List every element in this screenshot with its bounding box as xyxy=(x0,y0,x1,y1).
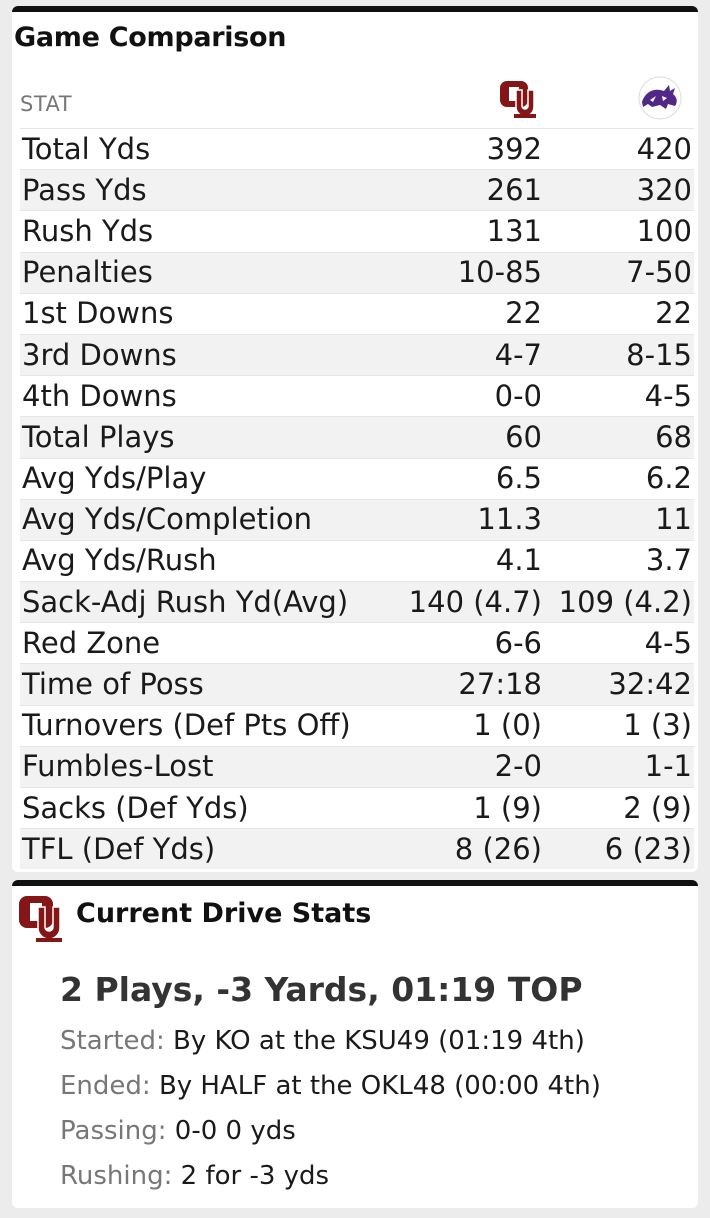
drive-rushing-label: Rushing: xyxy=(60,1161,173,1191)
kansas-state-value: 4-5 xyxy=(542,375,694,417)
table-row: Pass Yds 261 320 xyxy=(20,169,694,211)
table-row: Avg Yds/Play 6.5 6.2 xyxy=(20,457,694,500)
oklahoma-value: 11.3 xyxy=(394,498,542,541)
kansas-state-value: 8-15 xyxy=(542,333,694,376)
table-row: Sack-Adj Rush Yd(Avg) 140 (4.7) 109 (4.2) xyxy=(20,581,694,623)
kansas-state-logo-icon xyxy=(638,76,682,120)
oklahoma-value: 6-6 xyxy=(394,622,542,664)
oklahoma-value: 6.5 xyxy=(394,457,542,500)
kansas-state-value: 6 (23) xyxy=(542,828,694,870)
table-row: Time of Poss 27:18 32:42 xyxy=(20,663,694,706)
kansas-state-value: 109 (4.2) xyxy=(542,581,694,623)
game-comparison-title: Game Comparison xyxy=(14,22,287,53)
drive-rushing: Rushing: 2 for -3 yds xyxy=(60,1161,329,1191)
kansas-state-value: 6.2 xyxy=(542,457,694,500)
stat-label: Total Yds xyxy=(20,127,394,170)
kansas-state-value: 22 xyxy=(542,292,694,335)
stat-label: Penalties xyxy=(20,251,394,294)
table-row: Avg Yds/Rush 4.1 3.7 xyxy=(20,539,694,582)
oklahoma-value: 8 (26) xyxy=(394,828,542,870)
drive-started-label: Started: xyxy=(60,1026,165,1056)
oklahoma-logo-icon xyxy=(15,891,67,943)
kansas-state-value: 100 xyxy=(542,210,694,253)
current-drive-title: Current Drive Stats xyxy=(76,898,372,929)
oklahoma-value: 4.1 xyxy=(394,539,542,582)
game-comparison-card: Game Comparison STAT Total Yds 392 420 Pass… xyxy=(12,6,698,872)
drive-ended-value: By HALF at the OKL48 (00:00 4th) xyxy=(158,1071,601,1101)
drive-started: Started: By KO at the KSU49 (01:19 4th) xyxy=(60,1026,585,1056)
oklahoma-value: 140 (4.7) xyxy=(394,581,542,623)
stat-label: Sacks (Def Yds) xyxy=(20,786,394,829)
table-row: 4th Downs 0-0 4-5 xyxy=(20,375,694,417)
oklahoma-value: 0-0 xyxy=(394,375,542,417)
kansas-state-value: 32:42 xyxy=(542,663,694,706)
drive-ended: Ended: By HALF at the OKL48 (00:00 4th) xyxy=(60,1071,601,1101)
kansas-state-value: 11 xyxy=(542,498,694,541)
stat-label: Total Plays xyxy=(20,416,394,458)
oklahoma-value: 22 xyxy=(394,292,542,335)
table-row: Sacks (Def Yds) 1 (9) 2 (9) xyxy=(20,786,694,829)
table-row: Penalties 10-85 7-50 xyxy=(20,251,694,294)
stat-label: Time of Poss xyxy=(20,663,394,706)
kansas-state-value: 7-50 xyxy=(542,251,694,294)
table-row: Red Zone 6-6 4-5 xyxy=(20,622,694,664)
stat-label: Sack-Adj Rush Yd(Avg) xyxy=(20,581,394,623)
oklahoma-value: 131 xyxy=(394,210,542,253)
stat-label: Avg Yds/Completion xyxy=(20,498,394,541)
drive-passing-value: 0-0 0 yds xyxy=(174,1116,296,1146)
table-row: 3rd Downs 4-7 8-15 xyxy=(20,333,694,376)
kansas-state-value: 2 (9) xyxy=(542,786,694,829)
drive-rushing-value: 2 for -3 yds xyxy=(180,1161,330,1191)
stat-label: Turnovers (Def Pts Off) xyxy=(20,704,394,747)
stat-column-header: STAT xyxy=(20,92,73,116)
drive-started-value: By KO at the KSU49 (01:19 4th) xyxy=(173,1026,585,1056)
table-row: TFL (Def Yds) 8 (26) 6 (23) xyxy=(20,828,694,870)
drive-passing-label: Passing: xyxy=(60,1116,167,1146)
stat-label: Avg Yds/Rush xyxy=(20,539,394,582)
stat-label: Pass Yds xyxy=(20,169,394,211)
comparison-table: Total Yds 392 420 Pass Yds 261 320 Rush Yds 131… xyxy=(20,127,694,870)
table-row: Total Plays 60 68 xyxy=(20,416,694,458)
stat-label: 3rd Downs xyxy=(20,333,394,376)
oklahoma-value: 10-85 xyxy=(394,251,542,294)
current-drive-card: Current Drive Stats 2 Plays, -3 Yards, 0… xyxy=(12,880,698,1208)
oklahoma-value: 1 (0) xyxy=(394,704,542,747)
stat-label: 1st Downs xyxy=(20,292,394,335)
drive-passing: Passing: 0-0 0 yds xyxy=(60,1116,296,1146)
stat-label: Fumbles-Lost xyxy=(20,745,394,788)
oklahoma-value: 60 xyxy=(394,416,542,458)
drive-ended-label: Ended: xyxy=(60,1071,151,1101)
table-row: Avg Yds/Completion 11.3 11 xyxy=(20,498,694,541)
table-row: Rush Yds 131 100 xyxy=(20,210,694,253)
table-row: 1st Downs 22 22 xyxy=(20,292,694,335)
kansas-state-value: 3.7 xyxy=(542,539,694,582)
stat-label: Rush Yds xyxy=(20,210,394,253)
oklahoma-value: 261 xyxy=(394,169,542,211)
table-row: Fumbles-Lost 2-0 1-1 xyxy=(20,745,694,788)
kansas-state-value: 1-1 xyxy=(542,745,694,788)
kansas-state-value: 320 xyxy=(542,169,694,211)
drive-summary: 2 Plays, -3 Yards, 01:19 TOP xyxy=(60,970,583,1009)
stat-label: TFL (Def Yds) xyxy=(20,828,394,870)
kansas-state-value: 420 xyxy=(542,127,694,170)
oklahoma-value: 4-7 xyxy=(394,333,542,376)
stat-label: 4th Downs xyxy=(20,375,394,417)
oklahoma-value: 27:18 xyxy=(394,663,542,706)
kansas-state-value: 68 xyxy=(542,416,694,458)
stat-label: Red Zone xyxy=(20,622,394,664)
oklahoma-value: 2-0 xyxy=(394,745,542,788)
oklahoma-value: 1 (9) xyxy=(394,786,542,829)
table-row: Turnovers (Def Pts Off) 1 (0) 1 (3) xyxy=(20,704,694,747)
stat-label: Avg Yds/Play xyxy=(20,457,394,500)
oklahoma-logo-icon xyxy=(497,77,539,119)
kansas-state-value: 4-5 xyxy=(542,622,694,664)
table-row: Total Yds 392 420 xyxy=(20,127,694,170)
kansas-state-value: 1 (3) xyxy=(542,704,694,747)
oklahoma-value: 392 xyxy=(394,127,542,170)
